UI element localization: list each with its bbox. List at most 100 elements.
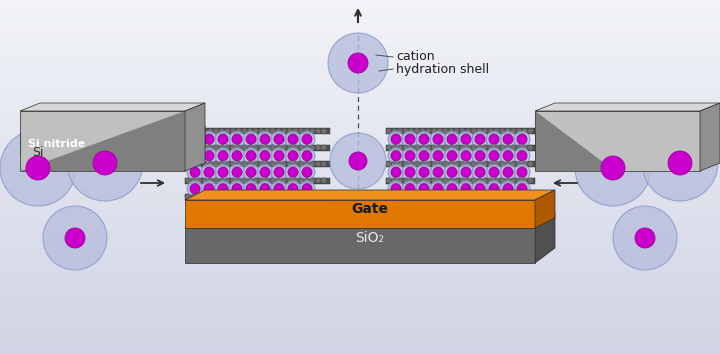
- Circle shape: [420, 194, 426, 200]
- Circle shape: [304, 128, 310, 134]
- Circle shape: [447, 134, 457, 144]
- Bar: [0, 0, 720, 1]
- Circle shape: [257, 131, 273, 147]
- Circle shape: [225, 161, 230, 167]
- Circle shape: [449, 128, 454, 134]
- Circle shape: [202, 128, 207, 134]
- Bar: [0, 97, 720, 98]
- Bar: [0, 268, 720, 269]
- Text: Gate: Gate: [351, 202, 389, 216]
- Circle shape: [405, 167, 415, 177]
- Bar: [0, 150, 720, 151]
- Circle shape: [397, 161, 402, 167]
- Circle shape: [447, 184, 457, 194]
- Circle shape: [213, 128, 219, 134]
- Bar: [0, 178, 720, 179]
- Bar: [0, 40, 720, 41]
- Circle shape: [246, 184, 256, 194]
- Bar: [0, 221, 720, 222]
- Bar: [0, 119, 720, 120]
- Bar: [0, 140, 720, 141]
- Bar: [0, 84, 720, 85]
- Circle shape: [437, 161, 442, 167]
- Circle shape: [232, 151, 242, 161]
- Circle shape: [514, 181, 530, 197]
- Circle shape: [310, 145, 315, 150]
- Circle shape: [430, 164, 446, 180]
- Circle shape: [409, 161, 414, 167]
- Bar: [0, 121, 720, 122]
- Circle shape: [489, 151, 499, 161]
- Bar: [0, 304, 720, 305]
- Bar: [0, 86, 720, 87]
- Polygon shape: [535, 111, 615, 171]
- Bar: [0, 134, 720, 135]
- Bar: [0, 327, 720, 328]
- Circle shape: [197, 178, 202, 183]
- Bar: [0, 341, 720, 342]
- Circle shape: [475, 167, 485, 177]
- Circle shape: [503, 167, 513, 177]
- Bar: [0, 320, 720, 321]
- Bar: [535, 133, 700, 155]
- Text: Si nitride: Si nitride: [28, 139, 85, 149]
- Bar: [0, 114, 720, 115]
- Circle shape: [465, 145, 471, 150]
- Circle shape: [304, 194, 310, 200]
- Bar: [0, 230, 720, 231]
- Bar: [0, 192, 720, 193]
- Circle shape: [420, 128, 426, 134]
- Bar: [0, 301, 720, 302]
- Bar: [0, 83, 720, 84]
- Circle shape: [471, 178, 477, 183]
- Bar: [0, 24, 720, 25]
- Bar: [0, 92, 720, 93]
- Bar: [0, 54, 720, 55]
- Circle shape: [494, 145, 499, 150]
- Polygon shape: [700, 103, 720, 171]
- Circle shape: [253, 145, 258, 150]
- Bar: [0, 93, 720, 94]
- Bar: [0, 330, 720, 331]
- Bar: [0, 141, 720, 142]
- Bar: [0, 271, 720, 272]
- Bar: [0, 290, 720, 291]
- Bar: [0, 115, 720, 116]
- Bar: [0, 292, 720, 293]
- Circle shape: [282, 161, 287, 167]
- Bar: [0, 75, 720, 76]
- Bar: [0, 176, 720, 177]
- Circle shape: [298, 178, 304, 183]
- Bar: [0, 314, 720, 315]
- Bar: [0, 27, 720, 28]
- Bar: [0, 186, 720, 187]
- Bar: [0, 159, 720, 160]
- Circle shape: [416, 181, 432, 197]
- Circle shape: [477, 194, 482, 200]
- Circle shape: [321, 194, 326, 200]
- Circle shape: [489, 184, 499, 194]
- Circle shape: [191, 194, 196, 200]
- Circle shape: [397, 128, 402, 134]
- Bar: [0, 136, 720, 137]
- Bar: [0, 165, 720, 166]
- Circle shape: [190, 184, 200, 194]
- Bar: [0, 144, 720, 145]
- Bar: [0, 31, 720, 32]
- Circle shape: [419, 134, 429, 144]
- Bar: [0, 333, 720, 334]
- Bar: [0, 55, 720, 56]
- Circle shape: [185, 161, 190, 167]
- Bar: [0, 58, 720, 59]
- Circle shape: [668, 151, 692, 175]
- Bar: [0, 263, 720, 264]
- Bar: [0, 50, 720, 51]
- Circle shape: [315, 178, 321, 183]
- Circle shape: [510, 161, 516, 167]
- Bar: [0, 215, 720, 216]
- Bar: [0, 273, 720, 274]
- Bar: [0, 280, 720, 281]
- Circle shape: [409, 128, 414, 134]
- Circle shape: [472, 148, 488, 164]
- Circle shape: [276, 194, 281, 200]
